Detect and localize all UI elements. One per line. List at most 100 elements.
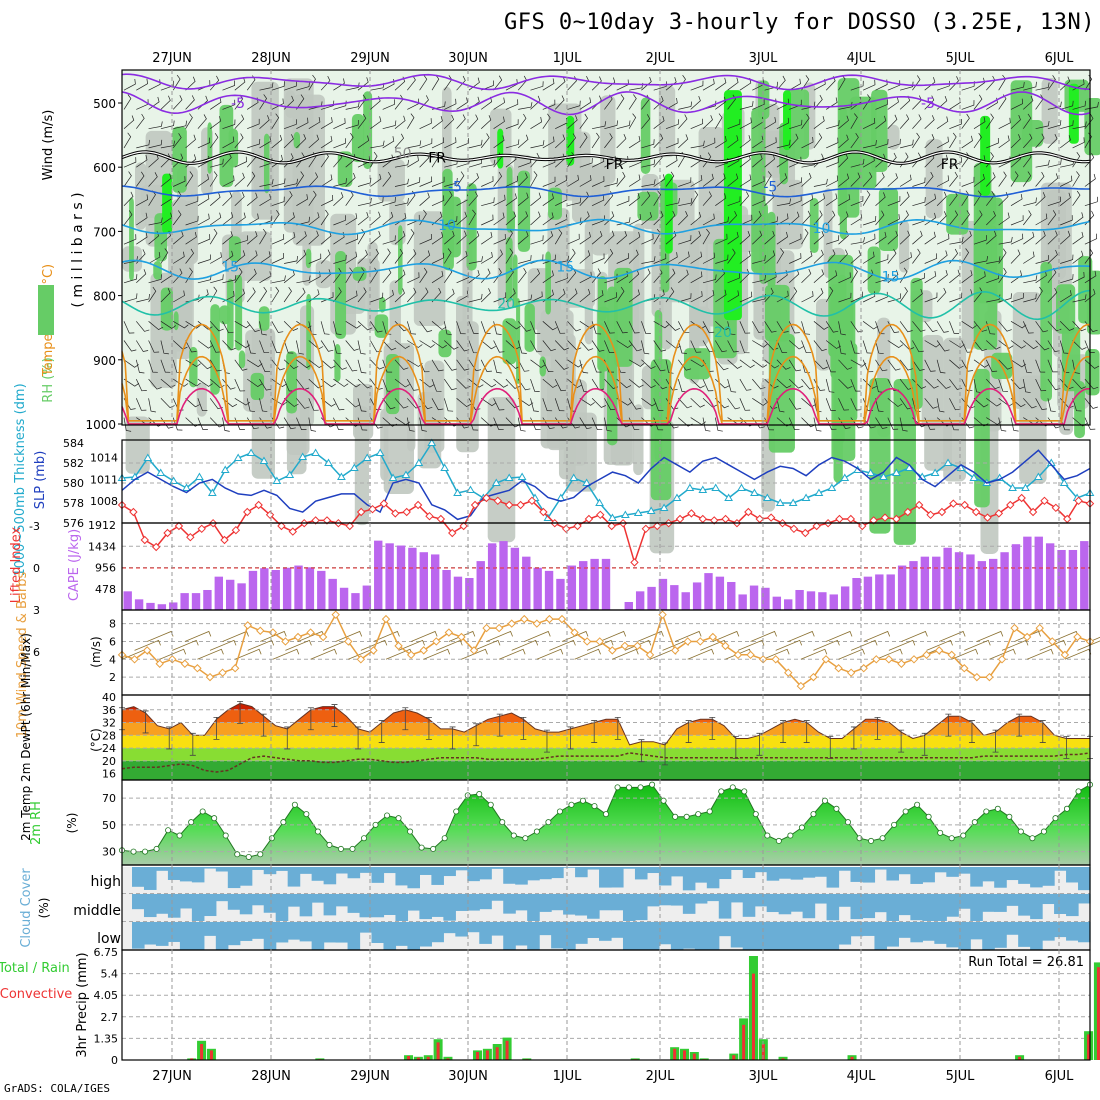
wind-barb xyxy=(370,151,378,168)
wind-barb-10m xyxy=(926,639,953,651)
cloud-cover-bar xyxy=(1066,867,1079,883)
wind10m-point xyxy=(834,664,843,673)
wind-barb xyxy=(1023,133,1033,149)
wind10m-point xyxy=(507,619,516,628)
cloud-cover-bar xyxy=(311,894,325,903)
cloud-level-label: high xyxy=(90,874,121,890)
wind-barb-10m xyxy=(335,630,363,642)
wind-barb xyxy=(702,321,715,334)
rh2m-point xyxy=(476,791,483,798)
wind-barb xyxy=(899,252,912,264)
wind-barb xyxy=(530,81,544,91)
cape-bar xyxy=(339,587,349,610)
ytick-label: 6 xyxy=(33,646,40,659)
thickness-point xyxy=(1033,472,1043,480)
ylabel-part: RH (%) xyxy=(41,357,56,402)
wind-barb xyxy=(912,132,920,149)
wind-barb xyxy=(813,340,827,352)
wind-barb xyxy=(986,378,1000,390)
cloud-cover-bar xyxy=(503,867,516,884)
rh2m-point xyxy=(591,803,598,810)
wind-barb xyxy=(875,398,884,413)
ylabel: 2m RH xyxy=(29,801,44,845)
wind-barb xyxy=(247,138,261,149)
cloud-cover-bar xyxy=(826,922,840,950)
wind-barb xyxy=(320,359,336,369)
wind-barb xyxy=(776,173,788,187)
temp-contour-10 xyxy=(121,218,1091,236)
wind-barb xyxy=(924,378,939,389)
wind-barb xyxy=(444,230,455,245)
lifted-index-point xyxy=(630,558,639,567)
contour-label: 20 xyxy=(714,325,732,341)
cloud-cover-bar xyxy=(371,922,385,943)
precip-conv-bar xyxy=(407,1056,411,1060)
cloud-cover-bar xyxy=(886,867,899,881)
wind-barb xyxy=(1047,340,1060,352)
wind-barb xyxy=(1023,231,1035,245)
wind-barb xyxy=(764,321,777,333)
temp-minmax-bar xyxy=(284,726,291,750)
thickness-point xyxy=(956,463,966,471)
temp-minmax-bar xyxy=(567,726,574,750)
wind-barb xyxy=(357,113,367,129)
cloud-cover-bar xyxy=(203,894,217,917)
wind-barb xyxy=(825,210,836,226)
temp-minmax-bar xyxy=(473,723,480,747)
cloud-cover-bar xyxy=(335,894,349,907)
cape-bar xyxy=(146,602,155,610)
wind-barb xyxy=(678,359,692,371)
cloud-cover-bar xyxy=(958,894,971,909)
wind-barb xyxy=(567,233,580,245)
date-label-bottom: 5JUL xyxy=(946,1069,976,1084)
wind-barb xyxy=(1072,294,1087,303)
wind-barb xyxy=(444,98,457,110)
wind-barb xyxy=(641,114,651,129)
wind-barb xyxy=(493,135,505,149)
wind-barb xyxy=(739,291,753,303)
wind-barb xyxy=(530,211,541,226)
wind-barb xyxy=(431,74,440,91)
wind-barb xyxy=(320,174,333,187)
wind-barb xyxy=(431,211,443,226)
wind-barb xyxy=(788,359,801,372)
wind-barb xyxy=(862,79,876,91)
wind-barb xyxy=(320,194,334,207)
wind-barb xyxy=(345,340,359,351)
rh2m-point xyxy=(384,812,391,819)
wind-barb xyxy=(924,193,937,206)
wind-barb xyxy=(752,398,768,406)
wind-barb xyxy=(542,212,554,226)
wind-barb xyxy=(185,398,200,408)
temp-minmax-bar xyxy=(189,732,196,756)
lifted-index-point xyxy=(971,507,981,517)
wind-barb xyxy=(1010,134,1021,149)
wind-barb xyxy=(1072,271,1085,284)
thickness-point xyxy=(866,468,875,476)
wind-barb xyxy=(825,249,836,264)
wind-barb xyxy=(123,94,132,110)
wind-barb xyxy=(394,359,409,370)
wind-barb xyxy=(320,135,333,149)
cloud-cover-bar xyxy=(658,867,672,886)
temp-minmax-bar xyxy=(780,720,787,743)
wind-barb xyxy=(690,211,702,226)
wind-barb xyxy=(949,359,964,369)
wind-barb xyxy=(234,267,243,283)
wind-barb xyxy=(887,340,904,349)
wind-barb xyxy=(887,80,901,91)
wind-barb xyxy=(296,81,310,91)
wind-barb xyxy=(764,137,777,149)
ytick-label: 1912 xyxy=(88,519,116,532)
wind-barb xyxy=(665,198,680,207)
wind-barb xyxy=(493,417,504,430)
wind-barb xyxy=(136,269,147,284)
wind-barb xyxy=(776,359,791,370)
wind-barb xyxy=(764,171,772,187)
wind-barb xyxy=(998,117,1011,130)
wind-barb xyxy=(912,288,923,303)
wind-barb xyxy=(604,77,616,91)
wind-barb xyxy=(283,191,293,206)
wind-barb xyxy=(123,132,132,149)
contour-label: FR xyxy=(941,157,959,173)
